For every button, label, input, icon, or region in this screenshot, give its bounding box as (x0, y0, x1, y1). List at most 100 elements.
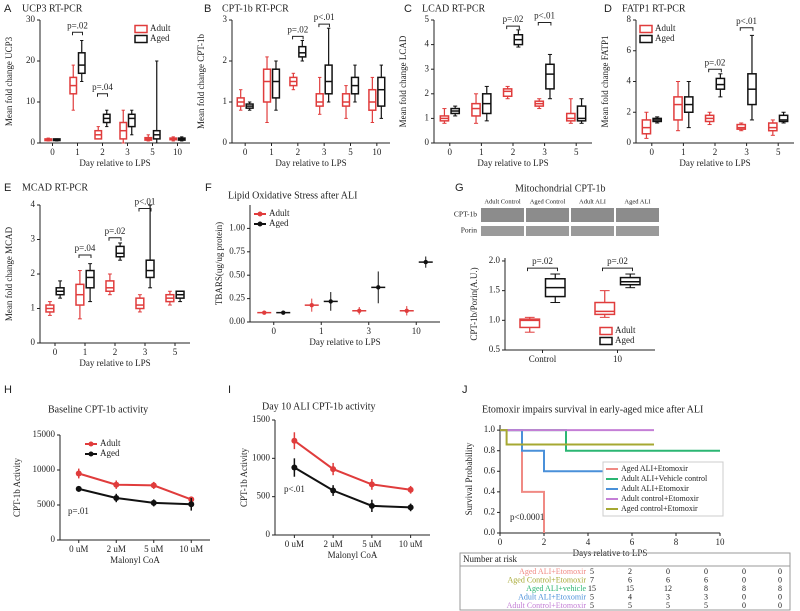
x-tick-label: 2 uM (107, 544, 126, 554)
legend-label: Adult (100, 438, 121, 448)
blot-lane (571, 226, 614, 236)
panel-letter: H (4, 384, 12, 396)
x-tick-label: 10 uM (179, 544, 203, 554)
lane-label: Adult Control (484, 198, 520, 205)
risk-cell: 8 (778, 584, 782, 593)
p-value: p<.01 (736, 16, 757, 26)
legend-swatch (599, 336, 613, 346)
x-tick-label: 8 (674, 537, 679, 547)
point (75, 470, 82, 477)
legend-swatch (599, 326, 613, 336)
point (404, 308, 409, 313)
y-tick-label: 0 (266, 529, 271, 539)
point (262, 310, 267, 315)
point (188, 501, 195, 508)
y-tick-label: 1 (223, 96, 228, 106)
box (315, 93, 324, 107)
y-tick-label: 2 (627, 106, 632, 116)
y-axis-label: Mean fold change MCAD (4, 226, 14, 321)
chart-title: LCAD RT-PCR (422, 3, 486, 14)
y-tick-label: 1000 (252, 452, 271, 462)
y-axis-label: Mean fold change LCAD (398, 35, 408, 127)
x-tick-label: 3 (322, 147, 327, 157)
series-line (78, 487, 192, 506)
legend-swatch (639, 34, 653, 44)
x-axis-label: Day relative to LPS (679, 158, 750, 168)
box (519, 318, 541, 329)
risk-cell: 15 (588, 584, 596, 593)
risk-cell: 15 (626, 584, 634, 593)
band-label: Porin (461, 226, 478, 235)
risk-cell: 0 (778, 601, 782, 610)
legend-label: Adult ALI+Vehicle control (621, 474, 708, 483)
lane-label: Aged Control (530, 198, 566, 205)
x-tick-label: 5 uM (362, 539, 381, 549)
chart-title: Mitochondrial CPT-1b (515, 183, 605, 194)
y-tick-label: 1.0 (484, 424, 496, 434)
box (85, 269, 95, 289)
point (330, 466, 337, 473)
y-tick-label: 1.5 (489, 285, 501, 295)
x-tick-label: 4 (586, 537, 591, 547)
x-tick-label: 1 (75, 147, 80, 157)
risk-cell: 0 (778, 567, 782, 576)
point (357, 308, 362, 313)
chart-title: Baseline CPT-1b activity (48, 404, 148, 415)
significance-bracket (72, 31, 83, 36)
box (262, 68, 272, 103)
box (502, 88, 513, 98)
point (150, 499, 157, 506)
box (145, 259, 155, 279)
y-tick-label: 2 (31, 268, 36, 278)
blot-lane (481, 226, 524, 236)
p-value: p=.02 (705, 57, 726, 67)
x-tick-label: 10 (372, 147, 382, 157)
x-tick-label: 2 (713, 147, 718, 157)
panel-letter: C (404, 3, 412, 15)
x-tick-label: 0 (50, 147, 55, 157)
legend-frame (602, 461, 724, 517)
panel-letter: F (205, 182, 212, 194)
blot-lane (616, 208, 659, 222)
risk-cell: 6 (666, 575, 670, 584)
box (576, 105, 587, 122)
x-tick-label: 3 (542, 147, 547, 157)
box (77, 52, 86, 75)
y-tick-label: 1.0 (489, 314, 501, 324)
p-value: p=.02 (532, 256, 553, 266)
box (105, 280, 115, 292)
y-tick-label: 1500 (252, 414, 271, 424)
x-tick-label: 6 (630, 537, 635, 547)
panel-letter: I (228, 384, 231, 396)
box (565, 112, 576, 122)
legend-swatch (257, 221, 263, 227)
risk-cell: 3 (666, 592, 670, 601)
x-tick-label: 5 (173, 347, 178, 357)
point (407, 486, 414, 493)
y-axis-label: CPT-1b/Porin(A.U.) (469, 267, 479, 340)
x-tick-label: 2 uM (323, 539, 342, 549)
significance-bracket (318, 23, 330, 28)
y-tick-label: 0.0 (484, 527, 496, 537)
p-value: p=.04 (92, 82, 113, 92)
x-tick-label: 2 (511, 147, 516, 157)
y-tick-label: 0.2 (484, 506, 495, 516)
y-tick-label: 5 (425, 14, 430, 24)
x-axis-label: Day relative to LPS (275, 158, 346, 168)
box (127, 113, 136, 128)
risk-row-label: Adult Control+Etomoxir (507, 601, 587, 610)
point (291, 437, 298, 444)
x-tick-label: 2 (113, 347, 118, 357)
risk-cell: 6 (628, 575, 632, 584)
legend-label: Adult (615, 325, 636, 335)
legend-swatch (88, 451, 94, 457)
point (309, 302, 314, 308)
x-tick-label: 5 (150, 147, 155, 157)
legend-label: Aged (100, 448, 120, 458)
band-label: CPT-1b (454, 210, 477, 219)
risk-cell: 12 (664, 584, 672, 593)
x-tick-label: 1 (319, 326, 324, 336)
legend-label: Adult ALI+Etomoxir (621, 484, 689, 493)
y-tick-label: 0.6 (484, 465, 496, 475)
